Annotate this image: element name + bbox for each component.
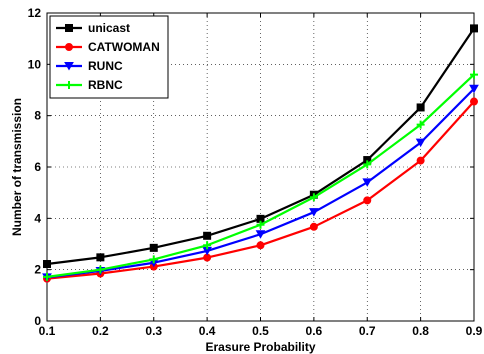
data-point [149, 255, 158, 264]
data-point [470, 24, 478, 33]
data-point [416, 103, 425, 112]
legend-entry: unicast [56, 21, 130, 35]
data-point [96, 253, 105, 262]
data-point [256, 241, 265, 250]
data-point [96, 265, 105, 274]
data-point [415, 138, 426, 148]
series-line [46, 100, 475, 280]
y-axis-label: Number of transmission [10, 98, 24, 236]
axis-ticks: 0.1 0.2 0.3 0.4 0.5 0.6 0.7 0.8 0.9 0 2 4 6 8 10 12 [28, 6, 483, 338]
y-tick-label: 2 [34, 263, 41, 277]
data-point [416, 120, 425, 129]
data-point [203, 231, 212, 240]
y-tick-label: 8 [34, 109, 41, 123]
x-tick-label: 0.6 [306, 324, 323, 338]
series-group [42, 24, 479, 283]
y-tick-label: 0 [34, 314, 41, 328]
data-point [203, 241, 212, 250]
legend-entry: CATWOMAN [56, 40, 160, 54]
data-point [43, 272, 51, 281]
x-axis-label: Erasure Probability [205, 340, 315, 354]
legend-label: unicast [88, 21, 130, 35]
x-tick-label: 0.9 [466, 324, 483, 338]
data-point [149, 243, 158, 252]
legend-marker [65, 24, 73, 32]
data-point [470, 97, 478, 106]
y-tick-label: 4 [34, 211, 41, 225]
x-tick-label: 0.4 [199, 324, 216, 338]
x-tick-label: 0.7 [359, 324, 376, 338]
data-point [362, 178, 373, 187]
data-point [43, 260, 51, 269]
data-point [363, 196, 372, 205]
data-point [363, 160, 372, 169]
x-tick-label: 0.1 [39, 324, 56, 338]
data-point [309, 208, 319, 217]
data-point [469, 84, 479, 94]
data-point [416, 156, 425, 165]
y-tick-label: 12 [28, 6, 42, 20]
data-point [255, 230, 266, 239]
legend-label: RUNC [88, 59, 123, 73]
legend-label: RBNC [88, 78, 123, 92]
legend-marker [65, 43, 73, 51]
legend-entry: RUNC [56, 59, 123, 73]
data-point [470, 70, 478, 79]
y-tick-label: 6 [34, 160, 41, 174]
x-tick-label: 0.8 [412, 324, 429, 338]
series-catwoman [43, 97, 478, 283]
series-rbnc [43, 70, 478, 281]
data-point [309, 222, 318, 231]
data-point [256, 220, 265, 229]
x-tick-label: 0.2 [92, 324, 109, 338]
x-tick-label: 0.5 [252, 324, 269, 338]
y-tick-label: 10 [28, 57, 42, 71]
legend-entry: RBNC [56, 78, 123, 92]
legend: unicast CATWOMAN RUNC RBNC [49, 15, 169, 99]
x-tick-label: 0.3 [145, 324, 162, 338]
legend-marker [65, 81, 73, 89]
data-point [309, 193, 318, 202]
legend-label: CATWOMAN [88, 40, 160, 54]
legend-marker [64, 62, 74, 71]
